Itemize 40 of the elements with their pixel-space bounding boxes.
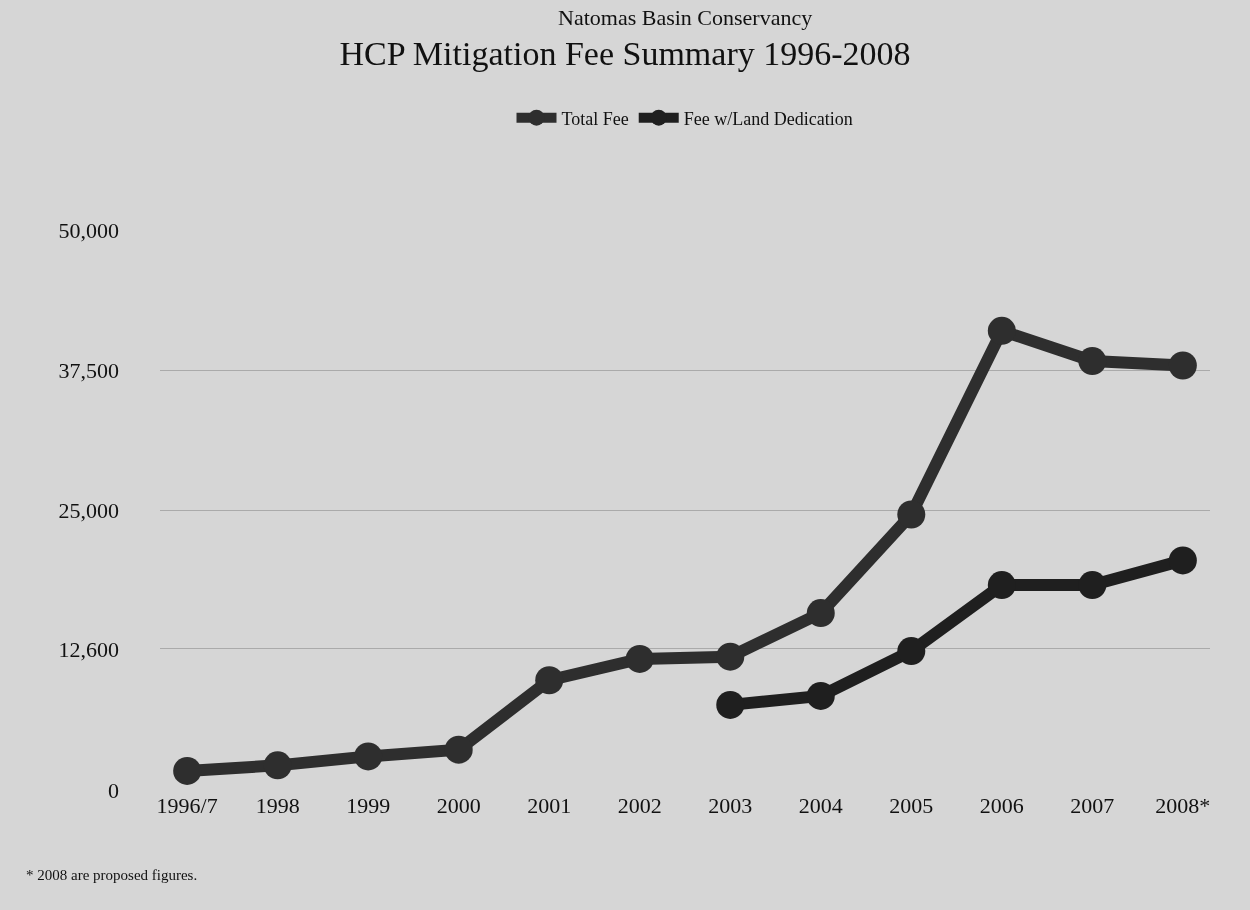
- x-tick-label: 2000: [436, 793, 481, 818]
- point: [716, 690, 745, 719]
- point: [716, 642, 745, 671]
- text: * 2008 are proposed figures.: [26, 867, 198, 883]
- legend-label: Total Fee: [561, 108, 629, 129]
- x-tick-label: 2003: [708, 793, 753, 818]
- point: [987, 316, 1016, 345]
- x-tick-label: 2004: [798, 793, 843, 818]
- point: [897, 637, 926, 666]
- point: [897, 500, 926, 529]
- x-tick-label: 2002: [617, 793, 662, 818]
- point: [625, 644, 654, 673]
- point: [806, 681, 835, 710]
- point: [263, 751, 292, 780]
- chart-subtitle: Natomas Basin Conservancy: [558, 5, 813, 30]
- x-tick-label: 2007: [1070, 793, 1115, 818]
- x-tick-label: 2006: [979, 793, 1024, 818]
- point: [354, 742, 383, 771]
- point: [1078, 347, 1107, 376]
- legend-label: Fee w/Land Dedication: [683, 108, 853, 129]
- x-tick-label: 1996/7: [156, 793, 218, 818]
- y-tick-label: 50,000: [58, 217, 119, 243]
- point: [535, 666, 564, 695]
- x-tick-label: 1999: [346, 793, 391, 818]
- y-tick-label: 12,600: [58, 636, 119, 662]
- y-tick-label: 25,000: [58, 497, 119, 523]
- x-tick-label: 2001: [527, 793, 572, 818]
- x-tick-label: 1998: [255, 793, 300, 818]
- point: [1168, 351, 1197, 380]
- y-tick-label: 0: [108, 777, 119, 803]
- point: [806, 599, 835, 628]
- y-tick-label: 37,500: [58, 357, 119, 383]
- point: [1168, 546, 1197, 575]
- x-tick-label: 2005: [889, 793, 934, 818]
- point: [444, 735, 473, 764]
- point: [1078, 571, 1107, 600]
- x-tick-label: 2008*: [1155, 793, 1211, 818]
- chart-title: HCP Mitigation Fee Summary 1996-2008: [339, 34, 911, 72]
- point: [173, 756, 202, 785]
- point: [987, 571, 1016, 600]
